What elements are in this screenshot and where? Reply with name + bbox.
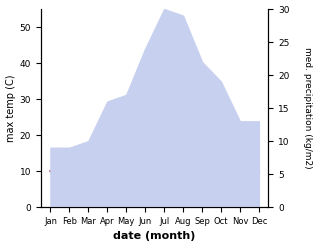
Y-axis label: med. precipitation (kg/m2): med. precipitation (kg/m2) — [303, 47, 313, 169]
Y-axis label: max temp (C): max temp (C) — [5, 74, 16, 142]
X-axis label: date (month): date (month) — [114, 231, 196, 242]
